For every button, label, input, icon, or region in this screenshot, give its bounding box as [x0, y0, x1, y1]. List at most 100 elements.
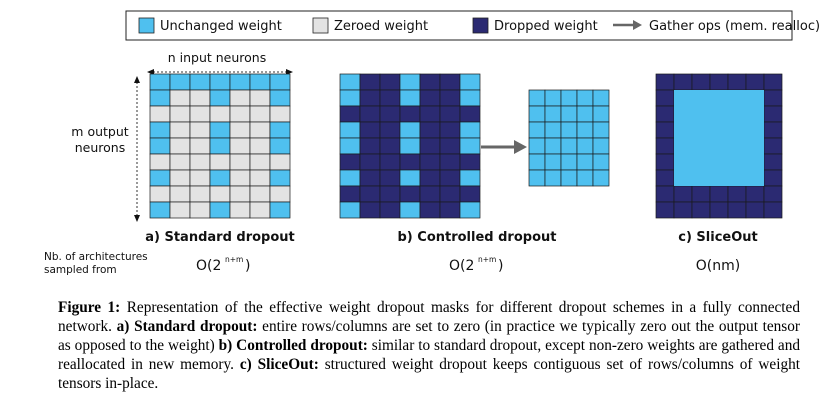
standard-cell — [209, 201, 231, 219]
controlled-cell — [399, 153, 421, 171]
gathered-cell — [528, 121, 546, 139]
gathered-cell — [560, 89, 578, 107]
sliceout-cell — [655, 185, 675, 203]
figure-caption: Figure 1: Representation of the effectiv… — [58, 298, 800, 393]
gathered-matrix — [528, 89, 610, 187]
controlled-cell — [439, 169, 461, 187]
sliceout-cell — [763, 185, 783, 203]
standard-cell — [229, 121, 251, 139]
standard-cell — [189, 153, 211, 171]
complexity-a-base: O(2 — [196, 258, 221, 274]
controlled-cell — [339, 89, 361, 107]
controlled-cell — [399, 201, 421, 219]
standard-cell — [149, 137, 171, 155]
controlled-cell — [419, 73, 441, 91]
complexity-a: O(2 n+m ) — [196, 255, 250, 274]
controlled-cell — [379, 89, 401, 107]
controlled-cell — [459, 137, 481, 155]
standard-cell — [229, 169, 251, 187]
controlled-cell — [439, 185, 461, 203]
sliceout-cell — [673, 73, 693, 91]
standard-cell — [169, 105, 191, 123]
standard-cell — [229, 73, 251, 91]
standard-cell — [209, 137, 231, 155]
gathered-cell — [544, 137, 562, 155]
sliceout-cell — [745, 73, 765, 91]
panel-a-label: a) Standard dropout — [145, 230, 295, 245]
standard-cell — [229, 185, 251, 203]
architectures-label-line1: Nb. of architectures — [44, 251, 148, 263]
controlled-cell — [419, 121, 441, 139]
sliceout-cell — [763, 137, 783, 155]
gathered-cell — [576, 169, 594, 187]
controlled-cell — [419, 137, 441, 155]
controlled-cell — [359, 201, 381, 219]
gathered-cell — [592, 153, 610, 171]
standard-cell — [269, 137, 291, 155]
standard-cell — [249, 121, 271, 139]
standard-cell — [269, 185, 291, 203]
standard-cell — [249, 201, 271, 219]
standard-cell — [249, 137, 271, 155]
standard-cell — [249, 73, 271, 91]
controlled-cell — [339, 201, 361, 219]
sliceout-cell — [655, 105, 675, 123]
sliceout-cell — [709, 73, 729, 91]
controlled-cell — [439, 73, 461, 91]
dropped-swatch — [472, 17, 489, 34]
sliceout-cell — [727, 185, 747, 203]
gathered-cell — [528, 89, 546, 107]
standard-cell — [249, 169, 271, 187]
complexity-a-exp: n+m — [225, 255, 243, 264]
standard-cell — [269, 201, 291, 219]
legend-gather-label: Gather ops (mem. realloc) — [649, 19, 820, 34]
figure-diagram: Unchanged weight Zeroed weight Dropped w… — [44, 10, 820, 276]
controlled-cell — [399, 89, 421, 107]
controlled-cell — [339, 185, 361, 203]
unchanged-swatch — [138, 17, 155, 34]
standard-cell — [269, 121, 291, 139]
gathered-cell — [560, 153, 578, 171]
zeroed-swatch — [312, 17, 329, 34]
complexity-c-base: O(nm) — [696, 258, 740, 274]
panel-c-label: c) SliceOut — [678, 230, 758, 245]
standard-cell — [229, 153, 251, 171]
controlled-cell — [439, 153, 461, 171]
standard-cell — [149, 89, 171, 107]
gathered-cell — [576, 153, 594, 171]
controlled-cell — [419, 89, 441, 107]
caption-intro: Representation of the effective weight d… — [58, 299, 800, 335]
standard-cell — [189, 201, 211, 219]
controlled-dropout-matrix — [339, 73, 481, 219]
controlled-cell — [419, 185, 441, 203]
controlled-cell — [339, 105, 361, 123]
gathered-cell — [560, 105, 578, 123]
standard-cell — [169, 121, 191, 139]
gathered-cell — [576, 121, 594, 139]
gathered-cell — [544, 169, 562, 187]
standard-cell — [229, 89, 251, 107]
gathered-cell — [544, 121, 562, 139]
neurons-label: neurons — [75, 140, 125, 155]
gathered-cell — [528, 105, 546, 123]
controlled-cell — [379, 169, 401, 187]
architectures-label-line2: sampled from — [44, 264, 117, 276]
standard-cell — [149, 201, 171, 219]
sliceout-cell — [691, 185, 711, 203]
controlled-cell — [459, 73, 481, 91]
standard-cell — [229, 105, 251, 123]
standard-cell — [189, 121, 211, 139]
standard-cell — [149, 153, 171, 171]
controlled-cell — [459, 89, 481, 107]
sliceout-cell — [763, 153, 783, 171]
caption-c-label: c) SliceOut: — [239, 356, 319, 373]
standard-cell — [269, 89, 291, 107]
controlled-cell — [459, 201, 481, 219]
standard-cell — [209, 185, 231, 203]
controlled-cell — [339, 121, 361, 139]
output-axis: m output neurons — [71, 76, 140, 222]
caption-c-text: structured weight dropout keeps contiguo… — [58, 356, 801, 392]
gathered-cell — [576, 89, 594, 107]
sliceout-cell — [727, 73, 747, 91]
n-input-label: n input neurons — [168, 50, 267, 65]
